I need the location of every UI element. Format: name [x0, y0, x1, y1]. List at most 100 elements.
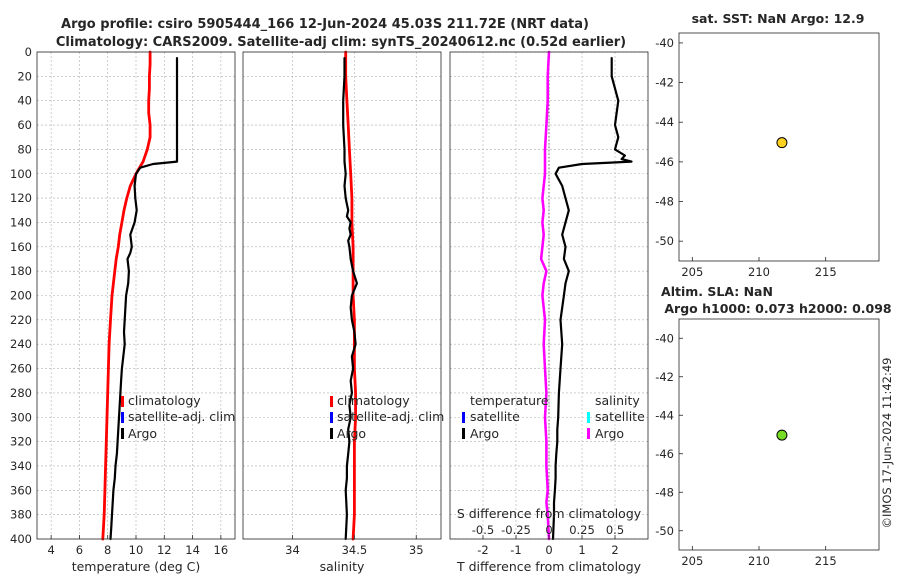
legend-swatch-t-argo — [462, 428, 465, 439]
x-tick-label: 35 — [409, 543, 424, 557]
x-tick-label: -2 — [477, 543, 488, 557]
lat-tick-label: -40 — [655, 331, 674, 345]
depth-tick-label: 60 — [17, 118, 32, 132]
lat-tick-label: -44 — [655, 408, 674, 422]
salinity-x-ticks: 34 34.5 35 — [285, 535, 424, 557]
legend-swatch-argo — [121, 428, 124, 439]
argo-location-marker — [776, 137, 788, 149]
lon-tick-label: 205 — [681, 554, 703, 568]
lat-tick-label: -46 — [655, 447, 674, 461]
salinity-axes-box — [242, 51, 442, 540]
x-tick-label: -1 — [510, 543, 521, 557]
sst-location-map: sat. SST: NaN Argo: 12.9 205 210 215 -40-4… — [655, 11, 880, 279]
x-tick-label: 14 — [185, 543, 200, 557]
difference-profile-panel: -2 -1 0 1 2 -0.5 -0.25 0 0.25 0.5 S difference f… — [449, 50, 649, 574]
difference-legend-temperature: temperature satellite Argo — [462, 393, 549, 441]
s-diff-tick-label: 0 — [545, 523, 552, 537]
difference-legend-salinity: salinity satellite Argo — [587, 393, 645, 441]
depth-tick-label: 340 — [10, 459, 32, 473]
x-tick-label: 34.5 — [342, 543, 368, 557]
depth-tick-label: 300 — [10, 410, 32, 424]
legend-label-satellite-adj: satellite-adj. clim — [128, 409, 235, 424]
legend-swatch-s-argo — [587, 428, 590, 439]
depth-tick-label: 400 — [10, 532, 32, 546]
depth-tick-label: 260 — [10, 362, 32, 376]
lat-tick-label: -48 — [655, 485, 674, 499]
legend-swatch-t-satellite — [462, 412, 465, 423]
legend-swatch-argo — [330, 428, 333, 439]
lat-tick-label: -46 — [655, 155, 674, 169]
s-difference-top-ticks: -0.5 -0.25 0 0.25 0.5 — [472, 523, 624, 537]
depth-tick-label: 0 — [25, 45, 32, 59]
lon-tick-label: 210 — [748, 265, 770, 279]
sla-map-axes-box — [678, 318, 880, 551]
lon-tick-label: 205 — [681, 265, 703, 279]
temperature-profile-panel: 4 6 8 10 12 14 16 0 20 40 60 80 100 120 140 160 180 200 2… — [10, 45, 236, 574]
depth-tick-label: 220 — [10, 313, 32, 327]
s-diff-tick-label: 0.25 — [569, 523, 595, 537]
temperature-series — [101, 50, 179, 541]
legend-heading-temperature: temperature — [470, 393, 549, 408]
depth-tick-label: 40 — [17, 94, 32, 108]
lon-tick-label: 215 — [815, 554, 837, 568]
temperature-x-ticks: 4 6 8 10 12 14 16 — [47, 535, 228, 557]
argo-location-marker — [776, 429, 788, 441]
legend-label-climatology: climatology — [128, 393, 201, 408]
lat-tick-label: -50 — [655, 234, 674, 248]
legend-label-climatology: climatology — [337, 393, 410, 408]
sla-map-markers — [776, 429, 788, 441]
temperature-grid — [37, 51, 235, 540]
s-difference-label: S difference from climatology — [457, 506, 642, 521]
legend-label-argo: Argo — [337, 426, 366, 441]
series-line-climatology — [344, 50, 358, 541]
x-tick-label: 6 — [76, 543, 83, 557]
depth-tick-label: 160 — [10, 240, 32, 254]
lat-tick-label: -44 — [655, 115, 674, 129]
lon-tick-label: 215 — [815, 265, 837, 279]
legend-swatch-climatology — [330, 396, 333, 407]
series-line-s-argo-climatology — [539, 50, 551, 541]
x-tick-label: 12 — [157, 543, 172, 557]
x-tick-label: 8 — [104, 543, 111, 557]
sla-map-lon-ticks: 205 210 215 — [681, 546, 837, 568]
temperature-xlabel: temperature (deg C) — [72, 559, 201, 574]
depth-tick-label: 200 — [10, 289, 32, 303]
sla-map-lat-ticks: -40 -42 -44 -46 -48 -50 — [655, 331, 683, 538]
legend-swatch-satellite-adj — [121, 412, 124, 423]
x-tick-label: 4 — [47, 543, 54, 557]
legend-label-s-argo: Argo — [595, 426, 624, 441]
salinity-series — [342, 50, 358, 541]
x-tick-label: 34 — [285, 543, 300, 557]
figure-title-line2: Climatology: CARS2009. Satellite-adj cli… — [56, 35, 626, 50]
sla-map-subtitle: Argo h1000: 0.073 h2000: 0.098 — [664, 301, 891, 316]
t-difference-xlabel: T difference from climatology — [456, 559, 642, 574]
lat-tick-label: -50 — [655, 524, 674, 538]
depth-ticks: 0 20 40 60 80 100 120 140 160 180 200 220 240 260 280 3… — [10, 45, 32, 546]
series-line-t-argo-climatology — [551, 56, 633, 541]
depth-tick-label: 140 — [10, 215, 32, 229]
legend-heading-salinity: salinity — [595, 393, 640, 408]
depth-tick-label: 280 — [10, 386, 32, 400]
lat-tick-label: -42 — [655, 76, 674, 90]
x-tick-label: 0 — [545, 543, 552, 557]
depth-tick-label: 320 — [10, 435, 32, 449]
depth-tick-label: 360 — [10, 483, 32, 497]
lat-tick-label: -42 — [655, 370, 674, 384]
depth-tick-label: 120 — [10, 191, 32, 205]
legend-label-argo: Argo — [128, 426, 157, 441]
depth-tick-label: 80 — [17, 142, 32, 156]
legend-label-t-argo: Argo — [470, 426, 499, 441]
legend-swatch-climatology — [121, 396, 124, 407]
imos-credit: ©IMOS 17-Jun-2024 11:42:49 — [880, 358, 894, 529]
depth-tick-label: 100 — [10, 167, 32, 181]
sst-map-axes-box — [678, 32, 880, 262]
difference-series — [539, 50, 633, 541]
x-tick-label: 16 — [214, 543, 229, 557]
salinity-profile-panel: 34 34.5 35 salinity climatology satellite-… — [242, 50, 444, 574]
lat-tick-label: -48 — [655, 195, 674, 209]
depth-tick-label: 380 — [10, 508, 32, 522]
series-line-argo — [342, 56, 358, 541]
s-diff-tick-label: -0.25 — [501, 523, 531, 537]
x-tick-label: 10 — [129, 543, 144, 557]
temperature-legend: climatology satellite-adj. clim Argo — [121, 393, 235, 441]
